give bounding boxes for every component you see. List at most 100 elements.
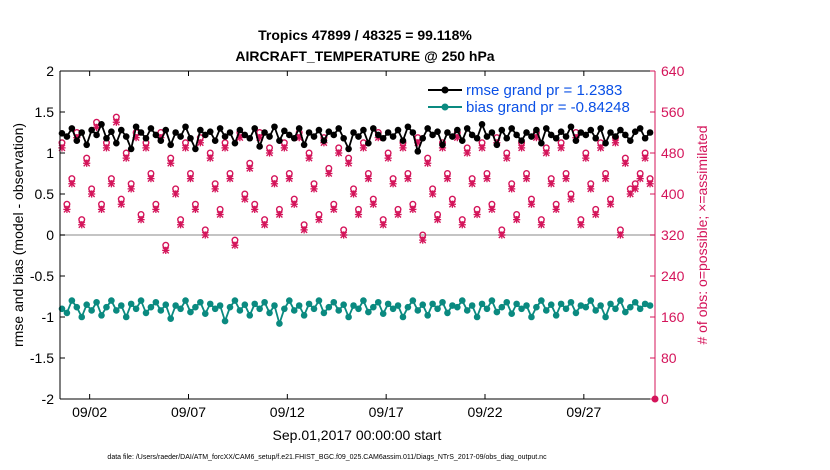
rmse-point [424,125,431,132]
bias-point [261,298,268,306]
bias-point [300,312,308,319]
bias-point [340,301,347,309]
bias-point [350,302,357,309]
rmse-point [636,125,644,132]
bias-point [320,309,328,317]
x-tick-label: 09/17 [369,404,404,420]
bias-point [468,302,476,309]
rmse-point [113,139,120,147]
y2-tick-label: 80 [661,350,677,366]
obs-assimilated-marker [241,195,249,203]
rmse-point [454,126,461,134]
rmse-point [414,148,422,155]
rmse-point [271,123,278,131]
bias-point [419,301,427,309]
obs-assimilated-marker [364,175,372,183]
obs-assimilated-marker [186,175,195,183]
obs-assimilated-marker [503,154,511,162]
obs-assimilated-marker [369,200,377,208]
obs-assimilated-marker [552,205,560,213]
obs-assimilated-marker [206,154,214,162]
rmse-point [127,145,135,153]
bias-point [463,307,471,314]
bias-point [132,305,140,313]
bias-point [355,305,362,313]
rmse-point [562,133,570,140]
y2-tick-label: 320 [661,227,685,243]
bias-point [478,300,486,308]
bias-point [206,300,214,308]
y2-axis-label: # of obs: o=possible; ×=assimilated [694,125,710,344]
y-tick-label: -2 [42,391,55,407]
rmse-point [78,129,86,136]
rmse-point [567,123,575,131]
rmse-point [458,137,466,144]
rmse-point [206,128,214,135]
rmse-point [345,145,352,153]
obs-assimilated-marker [557,144,565,152]
bias-point [241,301,249,309]
rmse-point [384,129,392,136]
obs-assimilated-marker [443,175,452,183]
rmse-point [142,134,150,142]
obs-assimilated-marker [315,216,323,224]
bias-point [117,302,125,309]
obs-assimilated-marker [162,246,170,254]
bias-point [63,309,71,317]
rmse-point [256,143,263,150]
bias-point [98,312,105,319]
obs-assimilated-marker [636,175,644,183]
rmse-point [162,126,170,134]
rmse-point [241,131,249,139]
x-tick-label: 09/27 [566,404,601,420]
rmse-point [286,131,293,139]
obs-assimilated-marker [616,231,625,239]
obs-assimilated-marker [389,180,397,188]
obs-assimilated-marker [513,216,521,224]
bias-point [374,298,382,306]
bias-point [597,302,604,309]
x-axis-label: Sep.01,2017 00:00:00 start [273,427,442,443]
obs-assimilated-marker [345,159,353,167]
bias-point [394,302,402,309]
bias-point [547,301,555,309]
legend-rmse-label: rmse grand pr = 1.2383 [466,82,622,99]
legend: rmse grand pr = 1.2383 bias grand pr = -… [428,82,630,116]
bias-point [137,297,145,304]
bias-point [216,302,224,309]
y-tick-label: -1.5 [30,350,54,366]
obs-assimilated-marker [285,175,293,183]
rmse-point [631,128,639,135]
bias-point [646,302,654,309]
rmse-point [295,125,303,132]
obs-assimilated-marker [340,231,348,239]
bias-point [177,305,184,313]
rmse-point [335,125,343,132]
obs-assimilated-marker [409,205,417,213]
rmse-point [63,133,71,140]
bias-point [533,303,540,311]
obs-assimilated-marker [582,154,590,162]
rmse-point [167,141,174,149]
obs-assimilated-marker [592,210,600,219]
bias-point [592,307,599,314]
obs-assimilated-marker [167,159,175,167]
rmse-point [468,131,476,139]
obs-assimilated-marker [349,190,358,198]
obs-assimilated-marker [83,159,91,167]
rmse-point [360,126,367,134]
obs-assimilated-marker [117,200,125,208]
bias-point [607,300,614,308]
rmse-point [389,133,397,140]
obs-assimilated-marker [58,144,66,152]
bias-point [444,309,451,317]
bias-point [439,298,446,306]
rmse-point [483,133,491,140]
obs-assimilated-marker [577,221,585,229]
obs-assimilated-marker [152,205,160,213]
y-tick-label: 2 [46,63,54,79]
rmse-point [538,139,545,147]
obs-assimilated-marker [384,154,392,162]
obs-assimilated-marker [587,185,595,193]
rmse-point [439,141,446,149]
